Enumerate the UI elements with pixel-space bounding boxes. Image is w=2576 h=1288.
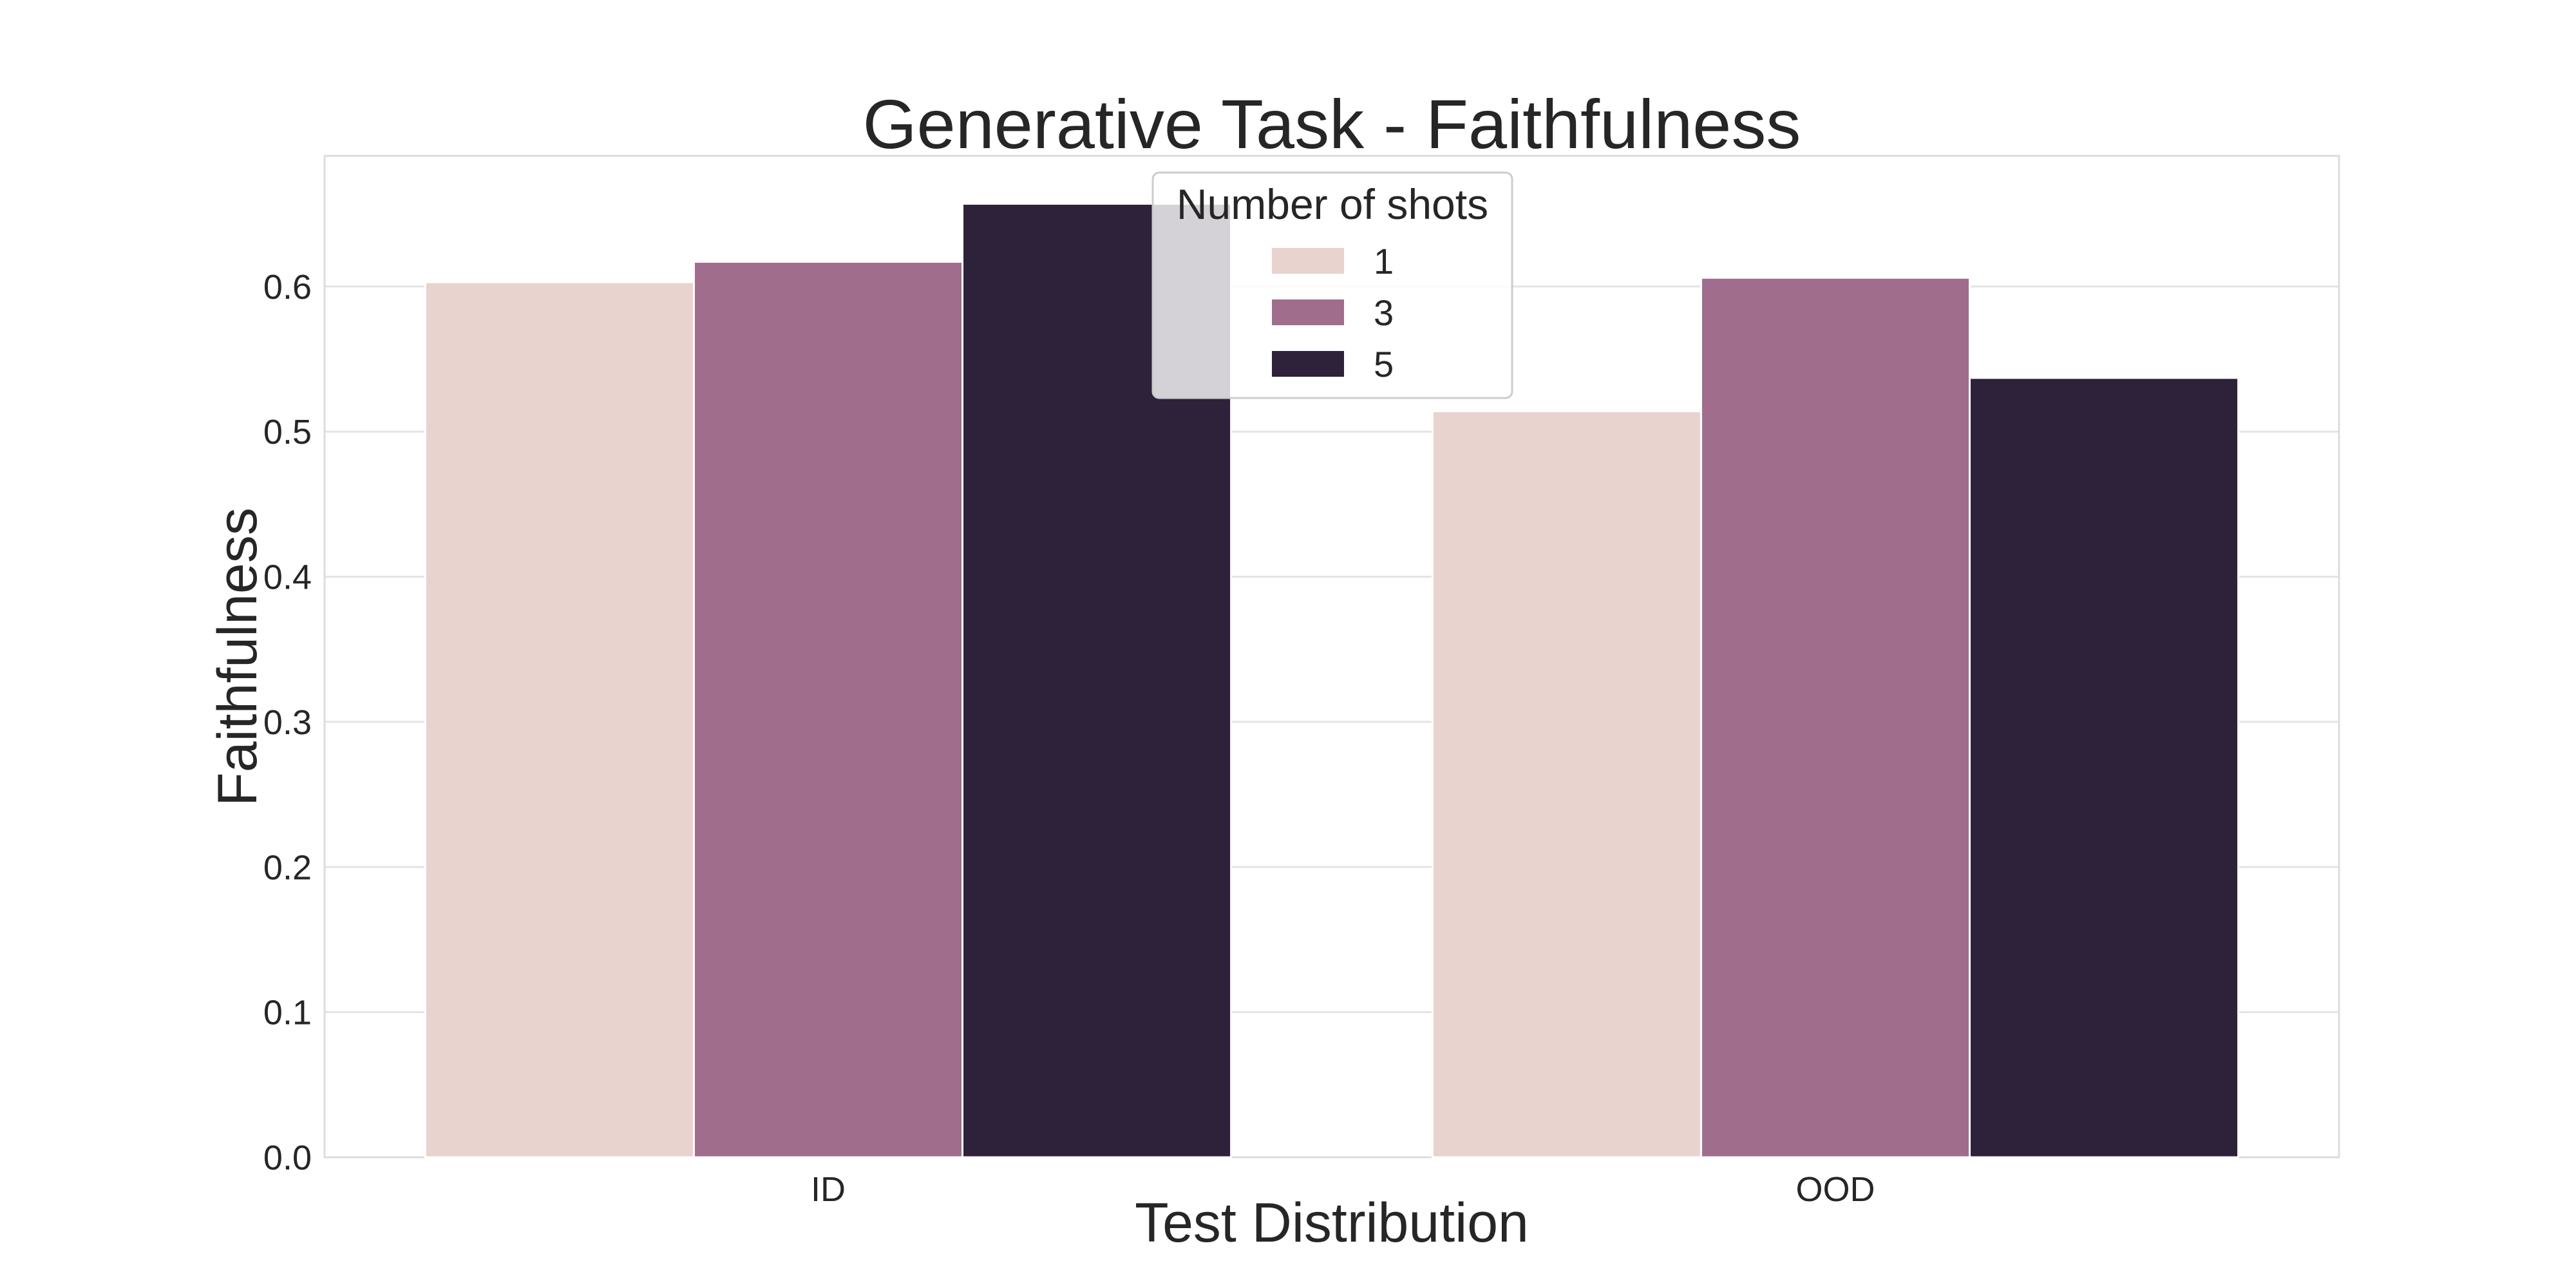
- y-tick-label: 0.1: [263, 994, 312, 1032]
- legend-title: Number of shots: [1177, 180, 1488, 228]
- bar-id-shots-1: [424, 281, 695, 1159]
- x-tick-label: ID: [811, 1170, 846, 1209]
- legend-swatch: [1272, 299, 1344, 325]
- y-tick-label: 0.4: [263, 558, 312, 597]
- legend-box: [1151, 171, 1513, 399]
- y-axis-ticks: 0.0 0.1 0.2 0.3 0.4 0.5 0.6: [263, 268, 312, 1177]
- x-axis-ticks: ID OOD: [811, 1170, 1875, 1209]
- bar-ood-shots-1: [1431, 410, 1702, 1159]
- bar-ood-shots-3: [1700, 276, 1971, 1159]
- legend-items: 1 3 5: [1272, 241, 1394, 384]
- y-tick-label: 0.5: [263, 413, 312, 451]
- bars: [424, 202, 2240, 1159]
- bar-id-shots-3: [692, 261, 964, 1159]
- x-tick-label: OOD: [1795, 1170, 1875, 1209]
- legend-label: 5: [1374, 344, 1394, 384]
- chart-title: Generative Task - Faithfulness: [863, 85, 1801, 163]
- x-axis-label: Test Distribution: [1135, 1192, 1529, 1254]
- legend: Number of shots 1 3 5: [1151, 171, 1513, 399]
- legend-label: 3: [1374, 292, 1394, 333]
- bar-ood-shots-5: [1969, 377, 2240, 1159]
- legend-label: 1: [1374, 241, 1394, 281]
- plot-frame: [323, 155, 2340, 1159]
- y-tick-label: 0.0: [263, 1139, 312, 1177]
- y-axis-label: Faithfulness: [207, 507, 269, 806]
- legend-swatch: [1272, 248, 1344, 274]
- y-tick-label: 0.2: [263, 848, 312, 887]
- y-tick-label: 0.3: [263, 703, 312, 742]
- y-tick-label: 0.6: [263, 268, 312, 307]
- legend-swatch: [1272, 351, 1344, 377]
